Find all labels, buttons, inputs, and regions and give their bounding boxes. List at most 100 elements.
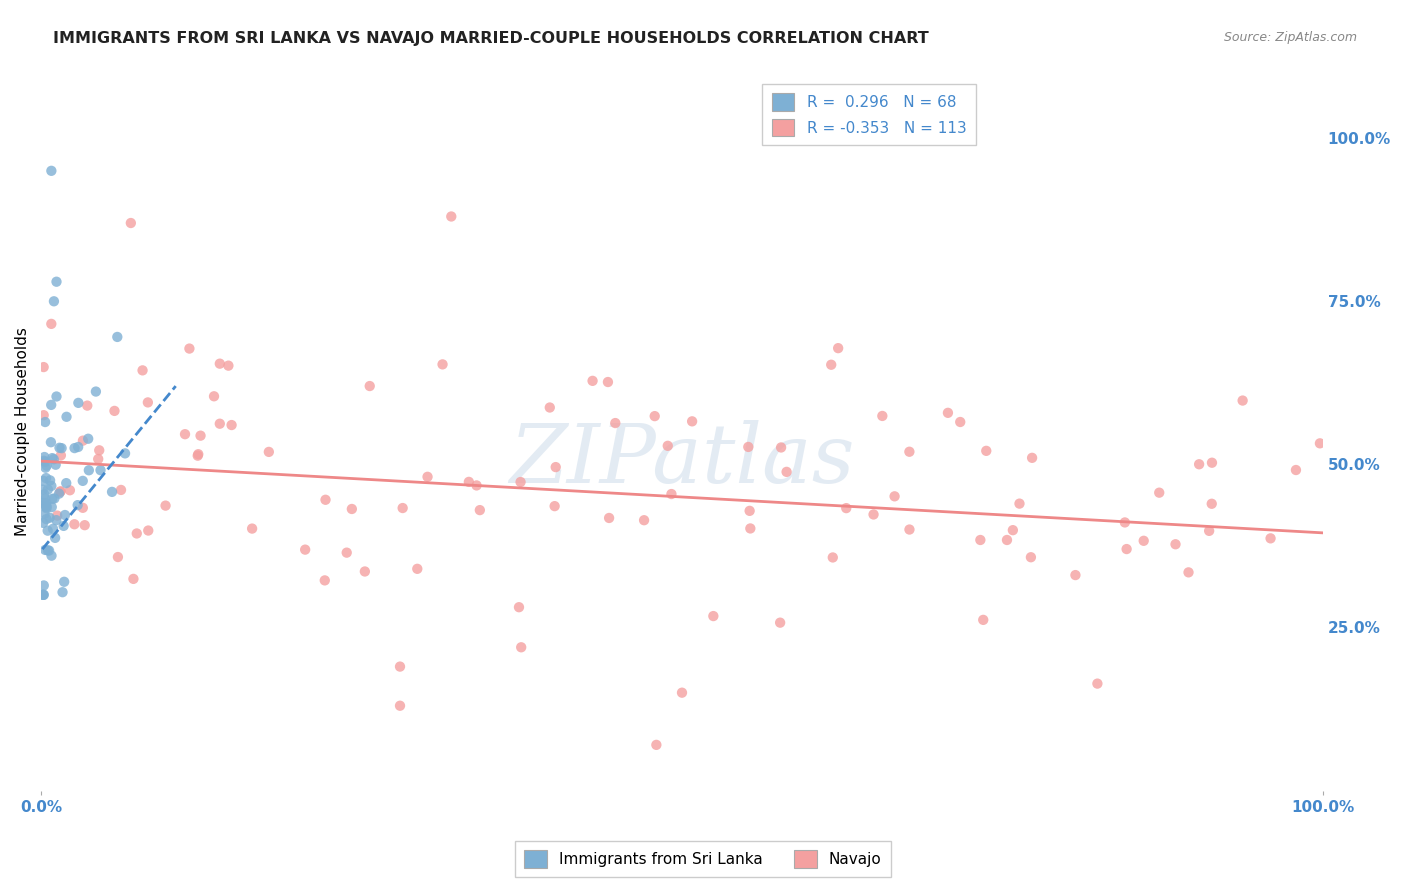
Point: [661, 487, 683, 501]
Point: [432, 357, 454, 371]
Point: [187, 449, 209, 463]
Point: [827, 341, 849, 355]
Point: [101, 484, 124, 499]
Point: [39, 317, 62, 331]
Point: [45, 458, 67, 472]
Point: [42, 522, 65, 536]
Point: [1177, 566, 1199, 580]
Point: [37, 543, 59, 558]
Point: [949, 415, 972, 429]
Point: [1132, 533, 1154, 548]
Point: [1114, 516, 1136, 530]
Point: [125, 526, 148, 541]
Point: [353, 565, 375, 579]
Point: [257, 445, 280, 459]
Point: [39, 398, 62, 412]
Point: [974, 443, 997, 458]
Point: [1019, 550, 1042, 565]
Point: [1087, 676, 1109, 690]
Point: [1064, 568, 1087, 582]
Point: [37, 524, 59, 538]
Point: [34, 543, 56, 558]
Point: [32, 454, 55, 468]
Legend: Immigrants from Sri Lanka, Navajo: Immigrants from Sri Lanka, Navajo: [515, 841, 891, 877]
Point: [190, 428, 212, 442]
Text: IMMIGRANTS FROM SRI LANKA VS NAVAJO MARRIED-COUPLE HOUSEHOLDS CORRELATION CHART: IMMIGRANTS FROM SRI LANKA VS NAVAJO MARR…: [53, 31, 929, 46]
Point: [538, 401, 561, 415]
Point: [1309, 436, 1331, 450]
Point: [34, 507, 56, 521]
Point: [51, 441, 73, 455]
Point: [240, 522, 263, 536]
Point: [737, 440, 759, 454]
Point: [681, 414, 703, 428]
Point: [1147, 485, 1170, 500]
Point: [107, 549, 129, 564]
Point: [103, 404, 125, 418]
Point: [1260, 532, 1282, 546]
Point: [633, 513, 655, 527]
Point: [34, 450, 56, 464]
Point: [105, 330, 128, 344]
Point: [872, 409, 894, 423]
Point: [44, 491, 66, 506]
Point: [898, 523, 921, 537]
Point: [34, 500, 56, 514]
Point: [972, 613, 994, 627]
Point: [657, 439, 679, 453]
Point: [55, 409, 77, 424]
Point: [32, 588, 55, 602]
Point: [702, 609, 724, 624]
Point: [77, 432, 100, 446]
Point: [35, 500, 58, 514]
Point: [1188, 457, 1211, 471]
Point: [509, 475, 531, 489]
Point: [122, 572, 145, 586]
Point: [136, 395, 159, 409]
Point: [465, 478, 488, 492]
Point: [155, 499, 177, 513]
Point: [41, 500, 63, 514]
Y-axis label: Married-couple Households: Married-couple Households: [15, 327, 30, 536]
Point: [457, 475, 479, 489]
Point: [1232, 393, 1254, 408]
Point: [39, 435, 62, 450]
Point: [51, 585, 73, 599]
Point: [1201, 497, 1223, 511]
Point: [605, 416, 627, 430]
Point: [42, 294, 65, 309]
Point: [34, 455, 56, 469]
Point: [59, 483, 82, 498]
Point: [89, 443, 111, 458]
Point: [34, 460, 56, 475]
Point: [1008, 497, 1031, 511]
Point: [41, 491, 63, 506]
Point: [208, 357, 231, 371]
Point: [1201, 456, 1223, 470]
Point: [72, 500, 94, 515]
Point: [510, 640, 533, 655]
Point: [35, 471, 58, 485]
Point: [1115, 542, 1137, 557]
Point: [45, 390, 67, 404]
Point: [740, 521, 762, 535]
Point: [898, 444, 921, 458]
Point: [820, 358, 842, 372]
Point: [770, 441, 793, 455]
Point: [41, 549, 63, 563]
Legend: R =  0.296   N = 68, R = -0.353   N = 113: R = 0.296 N = 68, R = -0.353 N = 113: [762, 84, 976, 145]
Text: Source: ZipAtlas.com: Source: ZipAtlas.com: [1223, 31, 1357, 45]
Point: [37, 483, 59, 497]
Point: [66, 498, 89, 512]
Point: [136, 524, 159, 538]
Point: [340, 502, 363, 516]
Point: [543, 499, 565, 513]
Point: [221, 418, 243, 433]
Point: [315, 492, 337, 507]
Point: [217, 359, 239, 373]
Point: [72, 474, 94, 488]
Point: [389, 698, 412, 713]
Point: [821, 550, 844, 565]
Point: [883, 489, 905, 503]
Point: [38, 543, 60, 558]
